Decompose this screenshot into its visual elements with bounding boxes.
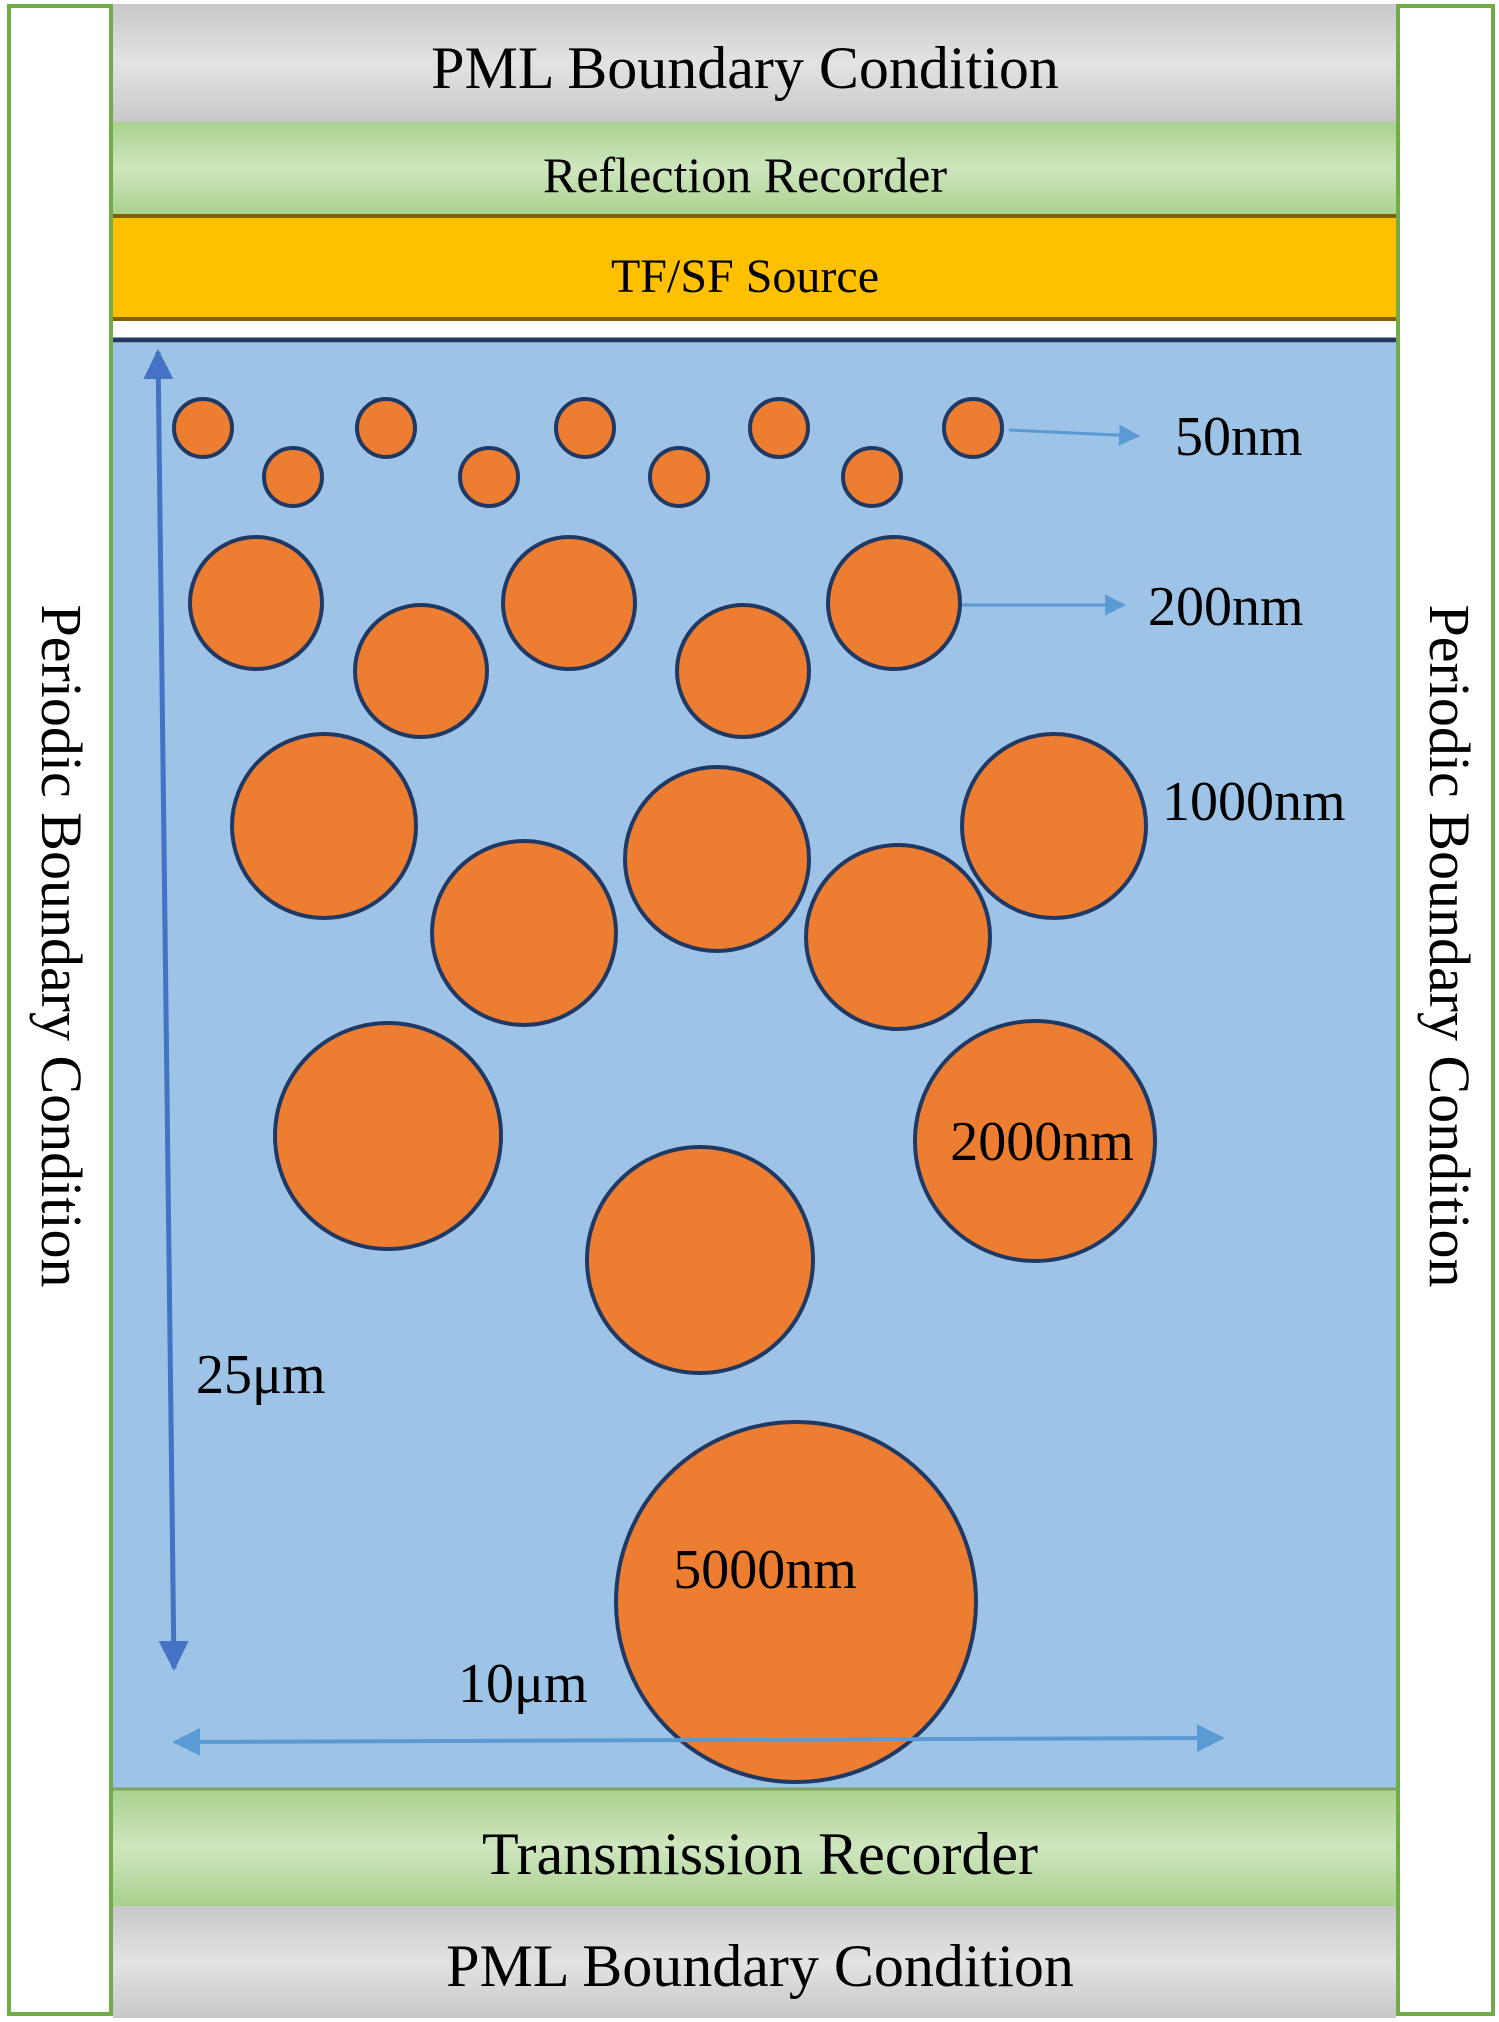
particle-200nm [501, 535, 637, 671]
particle-2000nm [273, 1021, 503, 1251]
tfsf-source-label: TF/SF Source [611, 250, 879, 303]
width-dimension-label: 10μm [458, 1653, 588, 1715]
particle-1000nm [230, 732, 418, 920]
pml-top-band [113, 4, 1396, 122]
label-1000nm: 1000nm [1162, 771, 1346, 833]
left-periodic-frame [7, 4, 113, 2016]
right-periodic-frame [1396, 4, 1495, 2016]
transmission-recorder-label: Transmission Recorder [482, 1821, 1038, 1887]
particle-1000nm [804, 843, 992, 1031]
particles-1000nm [230, 732, 1148, 1031]
reflection-recorder-band [113, 122, 1396, 215]
particle-50nm [262, 446, 324, 508]
particle-50nm [355, 397, 417, 459]
particle-200nm [188, 535, 324, 671]
particle-50nm [841, 446, 903, 508]
pml-top-label: PML Boundary Condition [431, 35, 1059, 101]
particle-50nm [458, 446, 520, 508]
particle-50nm [554, 397, 616, 459]
particle-50nm [942, 397, 1004, 459]
height-dimension-label: 25μm [196, 1344, 326, 1406]
transmission-recorder-band [113, 1788, 1396, 1906]
particles-200nm [188, 535, 962, 739]
particle-1000nm [960, 732, 1148, 920]
particles-2000nm [273, 1019, 1157, 1375]
arrow-50nm [1008, 424, 1141, 446]
particle-1000nm [430, 839, 618, 1027]
reflection-recorder-label: Reflection Recorder [543, 147, 947, 203]
particle-200nm [826, 535, 962, 671]
right-periodic-label: Periodic Boundary Condition [1417, 604, 1482, 1287]
label-200nm: 200nm [1148, 576, 1304, 638]
particle-50nm [648, 446, 710, 508]
particles-50nm [172, 397, 1004, 508]
left-periodic-label: Periodic Boundary Condition [29, 604, 94, 1287]
particle-5000nm [614, 1420, 978, 1784]
tfsf-source-band [113, 218, 1396, 318]
particle-2000nm [585, 1145, 815, 1375]
particle-200nm [353, 603, 489, 739]
particle-200nm [675, 603, 811, 739]
label-50nm: 50nm [1175, 406, 1303, 468]
label-5000nm: 5000nm [673, 1539, 857, 1601]
particle-1000nm [623, 765, 811, 953]
particle-50nm [172, 397, 234, 459]
pml-bottom-band [113, 1906, 1396, 2018]
particle-2000nm [913, 1019, 1157, 1263]
particle-50nm [748, 397, 810, 459]
label-2000nm: 2000nm [950, 1111, 1134, 1173]
height-dimension-arrow [143, 349, 189, 1671]
width-dimension-arrow [172, 1724, 1225, 1756]
pml-bottom-label: PML Boundary Condition [446, 1933, 1074, 1999]
